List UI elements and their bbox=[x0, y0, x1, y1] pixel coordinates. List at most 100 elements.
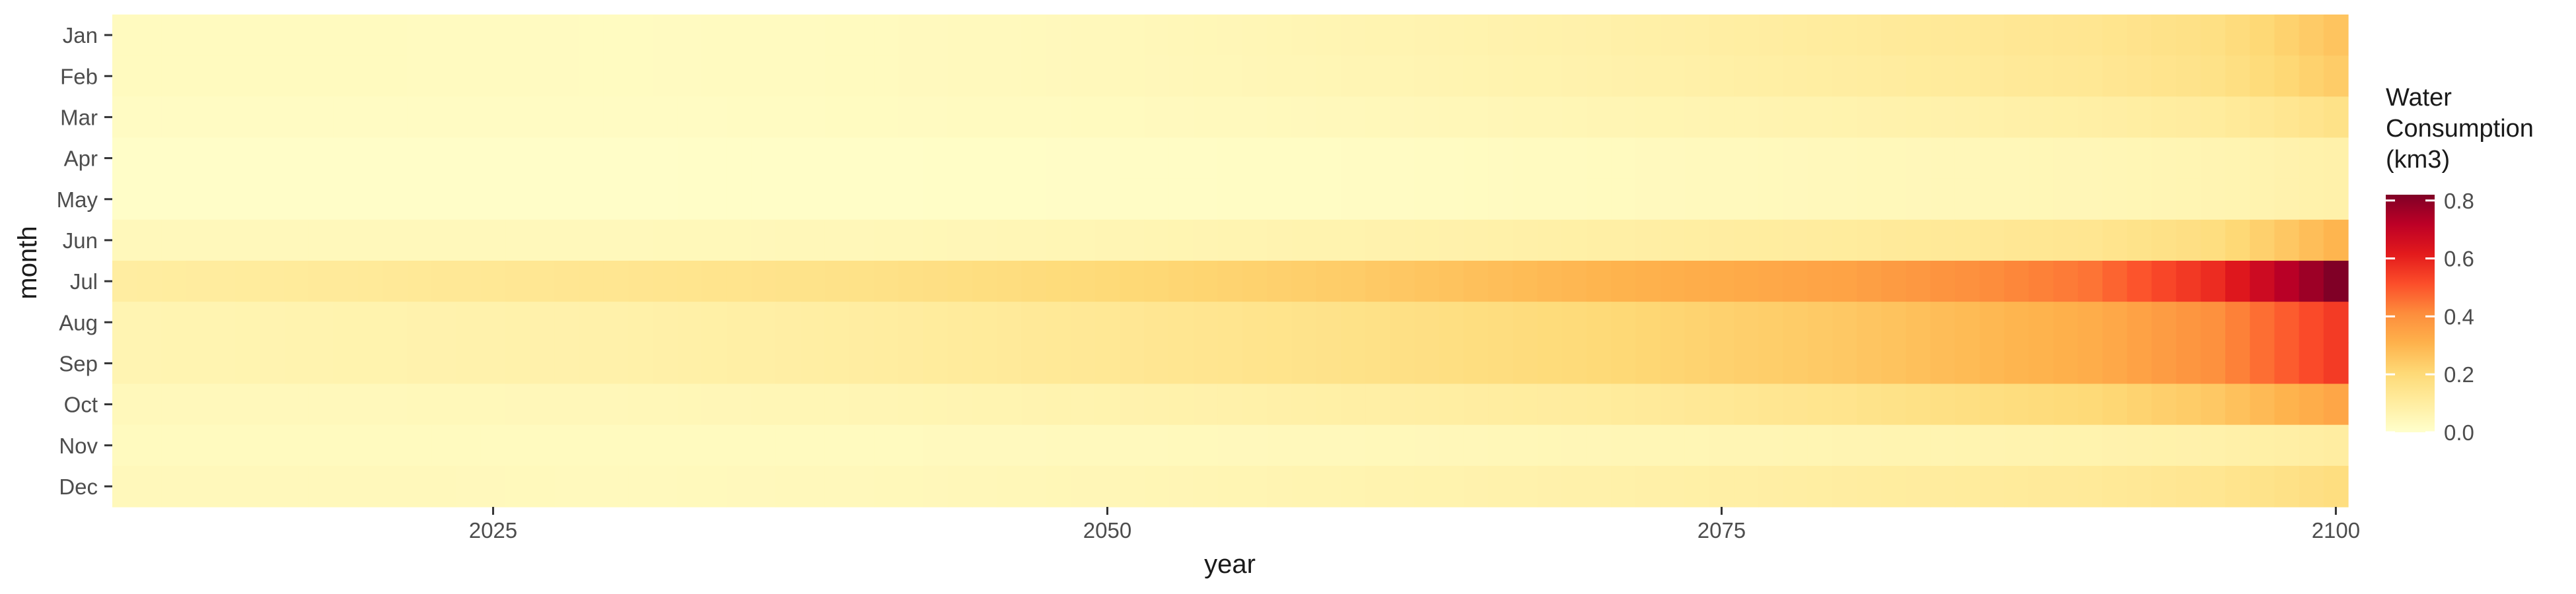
heatmap-cell bbox=[653, 465, 678, 508]
heatmap-cell bbox=[849, 55, 875, 97]
heatmap-cell bbox=[530, 55, 555, 97]
heatmap-cell bbox=[1635, 343, 1661, 385]
heatmap-cell bbox=[1365, 302, 1390, 343]
heatmap-cell bbox=[2102, 465, 2128, 508]
heatmap-cell bbox=[1537, 15, 1563, 56]
heatmap-cell bbox=[775, 383, 801, 426]
heatmap-cell bbox=[997, 465, 1022, 508]
heatmap-cell bbox=[1881, 302, 1907, 343]
heatmap-cell bbox=[1046, 465, 1071, 508]
heatmap-cell bbox=[1980, 137, 2005, 180]
heatmap-cell bbox=[1660, 137, 1686, 180]
heatmap-cell bbox=[1120, 465, 1145, 508]
heatmap-cell bbox=[137, 178, 162, 220]
heatmap-cell bbox=[1439, 219, 1464, 261]
heatmap-cell bbox=[726, 261, 752, 302]
heatmap-cell bbox=[1906, 383, 1931, 426]
heatmap-cell bbox=[505, 465, 530, 508]
heatmap-cell bbox=[382, 15, 408, 56]
heatmap-cell bbox=[1046, 343, 1071, 385]
heatmap-cell bbox=[112, 137, 137, 180]
heatmap-cell bbox=[186, 55, 211, 97]
heatmap-cell bbox=[972, 302, 997, 343]
heatmap-cell bbox=[1094, 465, 1120, 508]
heatmap-cell bbox=[554, 55, 580, 97]
heatmap-cell bbox=[1390, 55, 1415, 97]
heatmap-cell bbox=[1439, 261, 1464, 302]
heatmap-cell bbox=[1857, 178, 1882, 220]
heatmap-cell bbox=[1414, 178, 1440, 220]
heatmap-cell bbox=[137, 343, 162, 385]
heatmap-cell bbox=[2028, 261, 2054, 302]
heatmap-cell bbox=[2127, 383, 2153, 426]
heatmap-cell bbox=[751, 383, 776, 426]
heatmap-cell bbox=[775, 261, 801, 302]
heatmap-cell bbox=[1513, 424, 1538, 467]
heatmap-cell bbox=[1635, 137, 1661, 180]
heatmap-cell bbox=[775, 424, 801, 467]
y-axis: Jan Feb Mar Apr May Jun Jul Aug Sep Oct Nov Dec bbox=[57, 23, 112, 499]
heatmap-cell bbox=[2299, 96, 2324, 139]
heatmap-cell bbox=[603, 96, 629, 139]
heatmap-cell bbox=[677, 178, 703, 220]
heatmap-cell bbox=[923, 383, 948, 426]
heatmap-cell bbox=[505, 55, 530, 97]
heatmap-cell bbox=[2323, 465, 2349, 508]
heatmap-cell bbox=[1414, 96, 1440, 139]
heatmap-cell bbox=[1881, 96, 1907, 139]
heatmap-cell bbox=[407, 96, 433, 139]
heatmap-cell bbox=[407, 15, 433, 56]
heatmap-cell bbox=[161, 96, 187, 139]
heatmap-cell bbox=[1586, 178, 1612, 220]
heatmap-cell bbox=[2151, 343, 2177, 385]
heatmap-cell bbox=[2053, 465, 2079, 508]
heatmap-cell bbox=[1561, 343, 1587, 385]
heatmap-cell bbox=[2250, 343, 2275, 385]
y-tick-label: Feb bbox=[60, 64, 98, 88]
heatmap-cell bbox=[1783, 424, 1808, 467]
heatmap-cell bbox=[2250, 383, 2275, 426]
heatmap-cell bbox=[2299, 219, 2324, 261]
heatmap-cell bbox=[997, 343, 1022, 385]
heatmap-cell bbox=[1168, 465, 1194, 508]
heatmap-cell bbox=[1120, 343, 1145, 385]
heatmap-cell bbox=[284, 383, 310, 426]
heatmap-cell bbox=[1070, 383, 1096, 426]
heatmap-cell bbox=[2250, 424, 2275, 467]
heatmap-cell bbox=[505, 261, 530, 302]
heatmap-cell bbox=[947, 465, 973, 508]
heatmap-cell bbox=[1881, 15, 1907, 56]
heatmap-cell bbox=[603, 137, 629, 180]
heatmap-cell bbox=[456, 178, 482, 220]
heatmap-cell bbox=[1267, 343, 1293, 385]
heatmap-cell bbox=[997, 383, 1022, 426]
heatmap-cell bbox=[898, 219, 924, 261]
heatmap-cell bbox=[1930, 424, 1956, 467]
heatmap-cell bbox=[874, 55, 899, 97]
heatmap-cell bbox=[947, 55, 973, 97]
heatmap-cell bbox=[284, 424, 310, 467]
heatmap-cell bbox=[234, 343, 260, 385]
heatmap-cell bbox=[357, 424, 383, 467]
heatmap-cell bbox=[1316, 424, 1342, 467]
heatmap-cell bbox=[1709, 96, 1735, 139]
heatmap-cell bbox=[1930, 465, 1956, 508]
heatmap-cell bbox=[1906, 219, 1931, 261]
heatmap-cell bbox=[186, 96, 211, 139]
heatmap-cell bbox=[234, 137, 260, 180]
heatmap-cell bbox=[284, 302, 310, 343]
heatmap-cell bbox=[1168, 302, 1194, 343]
heatmap-cell bbox=[554, 219, 580, 261]
heatmap-cell bbox=[2274, 343, 2300, 385]
heatmap-cell bbox=[726, 465, 752, 508]
heatmap-cell bbox=[824, 219, 850, 261]
heatmap-cell bbox=[431, 219, 457, 261]
heatmap-cell bbox=[2102, 15, 2128, 56]
heatmap-cell bbox=[186, 383, 211, 426]
heatmap-cell bbox=[1734, 261, 1759, 302]
heatmap-cell bbox=[1070, 55, 1096, 97]
heatmap-cell bbox=[1954, 219, 1980, 261]
heatmap-cell bbox=[677, 96, 703, 139]
heatmap-cell bbox=[1365, 137, 1390, 180]
heatmap-cell bbox=[2151, 261, 2177, 302]
